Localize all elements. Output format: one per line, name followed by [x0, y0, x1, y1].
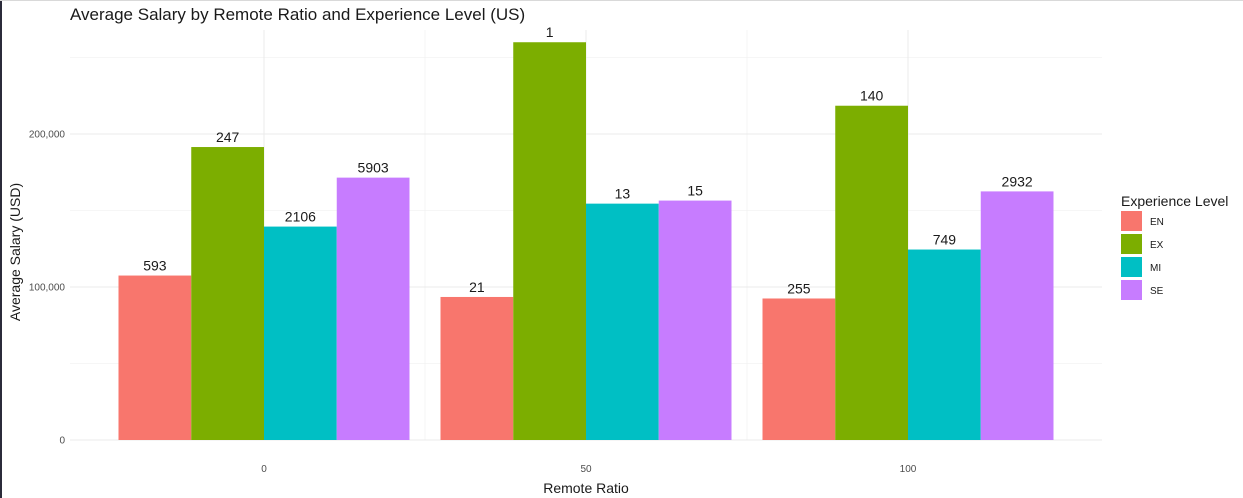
bar-EX-50: [513, 42, 586, 441]
bar-EX-100: [835, 105, 908, 441]
legend-label-EN: EN: [1150, 217, 1164, 228]
bar-SE-0: [336, 177, 410, 440]
bar-label-MI-0: 2106: [285, 209, 316, 225]
y-tick-label-2: 200,000: [29, 130, 66, 141]
y-axis-title: Average Salary (USD): [7, 183, 23, 321]
legend-swatch-SE: [1121, 280, 1142, 300]
x-tick-label-0: 0: [261, 464, 267, 475]
legend-label-SE: SE: [1150, 286, 1164, 297]
chart-title: Average Salary by Remote Ratio and Exper…: [70, 5, 525, 24]
bar-label-EN-100: 255: [787, 280, 811, 296]
bar-label-EX-0: 247: [216, 129, 240, 145]
legend-label-EX: EX: [1150, 240, 1164, 251]
legend-swatch-EX: [1121, 234, 1142, 254]
bar-label-EN-0: 593: [143, 258, 167, 274]
legend-swatch-MI: [1121, 257, 1142, 277]
window-edge: [0, 0, 2, 498]
bar-label-EN-50: 21: [469, 279, 485, 295]
x-axis-title: Remote Ratio: [543, 480, 629, 496]
bar-label-EX-100: 140: [860, 88, 884, 104]
x-tick-label-50: 50: [580, 464, 592, 475]
legend-title: Experience Level: [1121, 193, 1228, 209]
bar-label-MI-50: 13: [615, 186, 631, 202]
bar-SE-100: [980, 191, 1054, 440]
bar-SE-50: [658, 200, 732, 440]
bar-EN-50: [440, 296, 514, 440]
bar-EX-0: [191, 147, 264, 441]
bar-MI-50: [586, 203, 659, 440]
bar-labels: 593 21 255 247 1 140 2106 13 749 5903 15 2932: [143, 24, 1033, 296]
y-tick-label-1: 100,000: [29, 283, 66, 294]
x-tick-label-100: 100: [900, 464, 917, 475]
bar-label-EX-50: 1: [546, 24, 554, 40]
legend-items: EN EX MI SE: [1121, 211, 1164, 300]
axis-ticks: 0 100,000 200,000 0 50 100: [29, 130, 917, 475]
bars: [118, 42, 1054, 441]
bar-EN-0: [118, 275, 192, 440]
legend-swatch-EN: [1121, 211, 1142, 231]
y-tick-label-0: 0: [59, 436, 65, 447]
bar-EN-100: [762, 298, 836, 440]
bar-label-MI-100: 749: [933, 232, 957, 248]
bar-label-SE-100: 2932: [1002, 173, 1033, 189]
top-border: [0, 0, 1243, 1]
bar-label-SE-50: 15: [687, 183, 703, 199]
legend: Experience Level EN EX MI SE: [1121, 193, 1228, 300]
bar-MI-0: [264, 226, 337, 440]
bar-MI-100: [908, 249, 981, 440]
legend-label-MI: MI: [1150, 263, 1161, 274]
bar-label-SE-0: 5903: [358, 160, 389, 176]
